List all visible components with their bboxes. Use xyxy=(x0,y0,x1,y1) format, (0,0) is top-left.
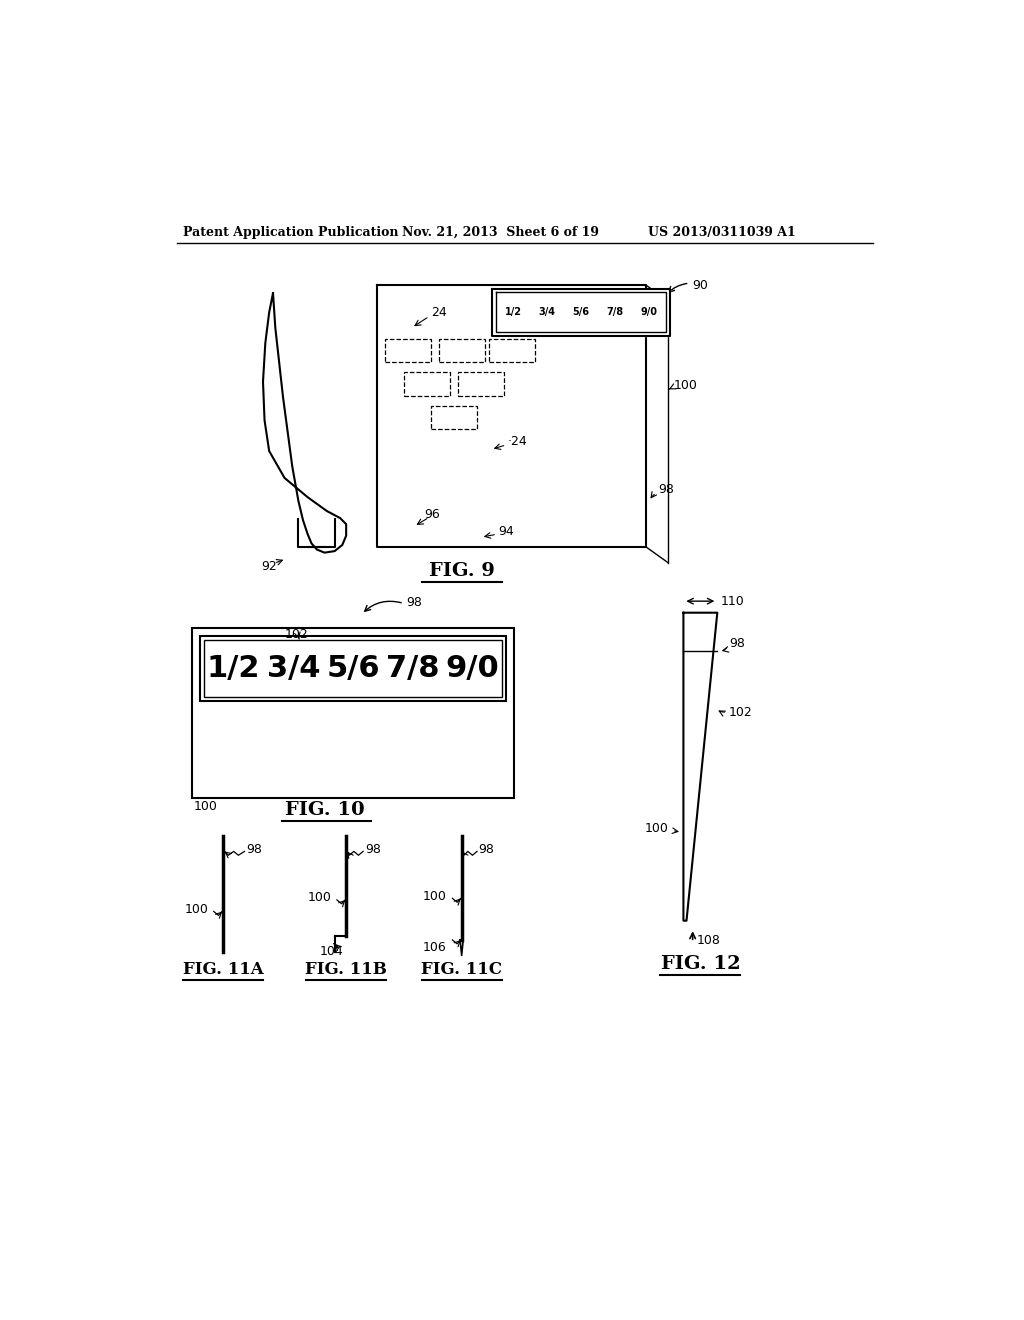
Bar xyxy=(431,407,477,429)
Bar xyxy=(385,339,431,363)
Text: 9/0: 9/0 xyxy=(445,653,500,682)
Text: 100: 100 xyxy=(307,891,332,904)
Text: FIG. 11C: FIG. 11C xyxy=(421,961,502,978)
Text: 98: 98 xyxy=(366,842,381,855)
Text: FIG. 11A: FIG. 11A xyxy=(182,961,263,978)
Polygon shape xyxy=(683,612,717,921)
Text: 102: 102 xyxy=(729,706,753,719)
Text: US 2013/0311039 A1: US 2013/0311039 A1 xyxy=(648,226,796,239)
Text: 7/8: 7/8 xyxy=(606,308,624,317)
Text: 98: 98 xyxy=(246,842,262,855)
Text: FIG. 9: FIG. 9 xyxy=(429,562,495,581)
Text: 5/6: 5/6 xyxy=(572,308,590,317)
Text: 9/0: 9/0 xyxy=(640,308,657,317)
Bar xyxy=(458,372,504,396)
Text: FIG. 10: FIG. 10 xyxy=(285,801,365,818)
Text: 92: 92 xyxy=(261,560,278,573)
Text: 100: 100 xyxy=(674,379,697,392)
Text: 5/6: 5/6 xyxy=(327,653,380,682)
Bar xyxy=(204,640,503,697)
Text: 102: 102 xyxy=(285,628,308,640)
Text: 106: 106 xyxy=(423,941,446,954)
Text: 100: 100 xyxy=(645,822,669,834)
Bar xyxy=(438,339,484,363)
Polygon shape xyxy=(493,289,670,335)
Text: Patent Application Publication: Patent Application Publication xyxy=(183,226,398,239)
Text: 98: 98 xyxy=(478,842,495,855)
Text: 1/2: 1/2 xyxy=(505,308,522,317)
Text: 110: 110 xyxy=(721,594,744,607)
Text: 3/4: 3/4 xyxy=(539,308,556,317)
Text: 1/2: 1/2 xyxy=(207,653,260,682)
Bar xyxy=(403,372,451,396)
Text: 98: 98 xyxy=(729,638,744,649)
Text: 102: 102 xyxy=(580,300,603,313)
Text: 100: 100 xyxy=(184,903,208,916)
Bar xyxy=(488,339,535,363)
Text: Nov. 21, 2013  Sheet 6 of 19: Nov. 21, 2013 Sheet 6 of 19 xyxy=(401,226,599,239)
Text: 90: 90 xyxy=(692,279,709,292)
Text: 3/4: 3/4 xyxy=(266,653,321,682)
Text: 100: 100 xyxy=(423,890,447,903)
Text: 7/8: 7/8 xyxy=(386,653,439,682)
Text: ·24: ·24 xyxy=(508,436,527,449)
Text: 24: 24 xyxy=(431,306,446,319)
Text: FIG. 11B: FIG. 11B xyxy=(305,961,387,978)
Text: 104: 104 xyxy=(319,945,343,958)
Text: FIG. 12: FIG. 12 xyxy=(660,956,740,973)
Text: 96: 96 xyxy=(425,508,440,520)
Text: 98: 98 xyxy=(407,597,422,610)
Text: 108: 108 xyxy=(696,935,721,948)
Text: 100: 100 xyxy=(194,800,217,813)
Text: 98: 98 xyxy=(658,483,674,496)
Bar xyxy=(193,628,514,797)
Bar xyxy=(200,636,506,701)
Text: 94: 94 xyxy=(499,524,514,537)
